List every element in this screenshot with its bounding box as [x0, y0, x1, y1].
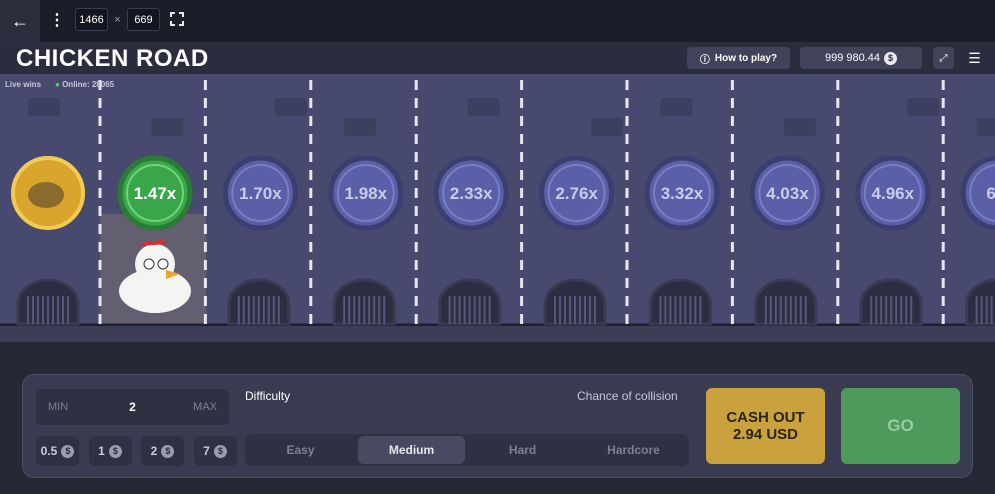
width-input[interactable]: 1466: [75, 8, 108, 31]
multiplier-label: 2.33x: [450, 184, 493, 203]
multiplier-coin[interactable]: [328, 155, 404, 231]
coin-inner: [863, 164, 922, 222]
currency-icon: $: [161, 444, 175, 458]
currency-icon: $: [884, 51, 898, 65]
bet-chip[interactable]: 7 $: [193, 436, 237, 466]
coin-inner: [126, 164, 184, 222]
coin-inner: [969, 164, 995, 222]
go-button[interactable]: GO: [841, 388, 960, 464]
cash-out-title: CASH OUT: [726, 409, 805, 426]
game-header: CHICKEN ROAD ⓘ How to play? 999 980.44 $ ⤢…: [0, 42, 995, 74]
cash-out-amount: 2.94 USD: [732, 426, 799, 443]
bet-input[interactable]: MIN 2 MAX: [36, 389, 229, 425]
how-to-play-button[interactable]: ⓘ How to play?: [687, 47, 790, 69]
online-label: Online: 28065: [62, 80, 115, 89]
coin-inner: [442, 164, 501, 222]
multiplier-coin[interactable]: [960, 155, 995, 231]
wall-brick: [274, 98, 307, 116]
difficulty-label: Difficulty: [245, 389, 291, 403]
wall-brick: [344, 118, 377, 136]
wall-brick: [467, 98, 500, 116]
menu-button[interactable]: ⋮: [49, 12, 65, 29]
bet-chip[interactable]: 1 $: [88, 436, 132, 466]
multiplier-coin[interactable]: [749, 155, 825, 231]
online-count: ● Online: 28065: [55, 80, 115, 89]
multiplier-label: 4.96x: [872, 184, 915, 203]
multiplier-label: 3.32x: [661, 184, 704, 203]
difficulty-tab[interactable]: Medium: [358, 436, 465, 464]
game-board: 1.47x 1.70x 1.98x 2.33x 2.76x 3.32x 4.03x 4.96x…: [0, 74, 995, 326]
multiplier-label: 1.70x: [239, 184, 282, 203]
wall-brick: [591, 118, 623, 136]
difficulty-tab[interactable]: Hardcore: [607, 443, 660, 457]
coin-inner: [653, 164, 711, 222]
balance-amount: 999 980.44: [824, 52, 881, 64]
bet-chip[interactable]: 2 $: [141, 436, 184, 466]
multiplier-coin[interactable]: [117, 155, 193, 231]
control-panel: MIN 2 MAX 0.5 $1 $2 $7 $ Difficulty Chance o…: [22, 374, 973, 478]
chip-value: 2: [150, 444, 158, 458]
chicken: [119, 239, 191, 313]
chance-label: Chance of collision: [577, 389, 678, 403]
browser-toolbar: ← ⋮ 1466 × 669: [0, 0, 995, 42]
coin-inner: [547, 164, 606, 222]
multiplier-coin[interactable]: [222, 155, 298, 231]
chip-value: 7: [203, 444, 210, 458]
wall-brick: [783, 118, 816, 136]
multiplier-label: 4.03x: [766, 184, 809, 203]
fullscreen-icon[interactable]: [170, 12, 184, 26]
coin-inner: [758, 164, 817, 222]
multiplier-coin[interactable]: [644, 155, 720, 231]
curb: [0, 326, 995, 342]
balance: 999 980.44 $: [800, 47, 922, 69]
multiplier-label: 1.98x: [345, 184, 388, 203]
chip-value: 0.5: [40, 444, 58, 458]
difficulty-tabs: [245, 434, 689, 466]
bet-amount: 2: [129, 400, 136, 414]
road: 1.47x 1.70x 1.98x 2.33x 2.76x 3.32x 4.03x 4.96x…: [0, 80, 995, 326]
multiplier-coin[interactable]: [433, 155, 509, 231]
wall-brick: [660, 98, 693, 116]
difficulty-tab[interactable]: Easy: [286, 443, 315, 457]
currency-icon: $: [108, 444, 122, 458]
multiplier-coin[interactable]: [855, 155, 931, 231]
max-button[interactable]: MAX: [193, 401, 217, 413]
roast-icon: [28, 182, 64, 208]
expand-button[interactable]: ⤢: [933, 47, 954, 69]
multiplier-label: 2.76x: [555, 184, 598, 203]
wall-brick: [907, 98, 940, 116]
coin-inner: [336, 164, 395, 222]
multiplier-coin[interactable]: [539, 155, 615, 231]
separator: ×: [114, 13, 121, 26]
wall-brick: [976, 118, 995, 136]
min-button[interactable]: MIN: [48, 401, 69, 413]
logo: CHICKEN ROAD: [16, 45, 209, 72]
bet-chip[interactable]: 0.5 $: [36, 436, 79, 466]
wall-brick: [28, 98, 60, 116]
multiplier-label: 6.2: [986, 184, 995, 203]
difficulty-tab[interactable]: Hard: [508, 443, 537, 457]
currency-icon: $: [61, 444, 75, 458]
back-button[interactable]: ←: [0, 0, 40, 42]
chip-value: 1: [98, 444, 105, 458]
height-input[interactable]: 669: [127, 8, 160, 31]
menu-button[interactable]: ☰: [968, 49, 981, 66]
help-label: How to play?: [714, 52, 778, 64]
currency-icon: $: [213, 444, 227, 458]
live-wins: Live wins: [5, 80, 42, 89]
wall-brick: [151, 118, 184, 136]
coin-inner: [231, 164, 290, 222]
cash-out-button[interactable]: CASH OUT 2.94 USD: [706, 388, 825, 464]
multiplier-label: 1.47x: [134, 184, 177, 203]
